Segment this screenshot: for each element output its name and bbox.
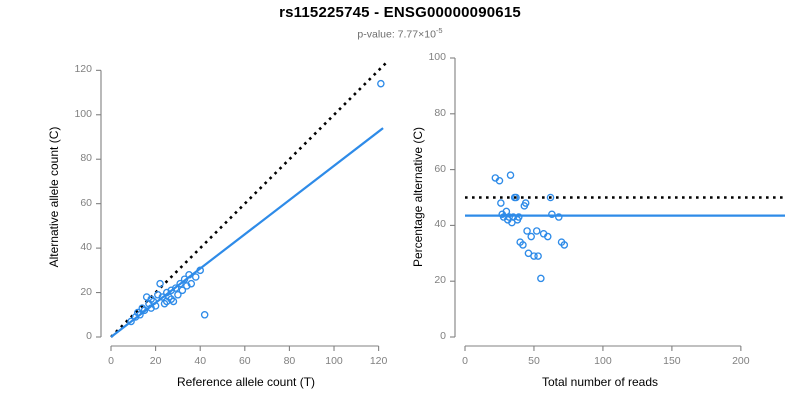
subtitle-pvalue-text: p-value: 7.77×10 [357,28,436,41]
x-tick-label: 120 [369,355,388,367]
scatter-point [165,293,173,301]
figure-title: rs115225745 - ENSG00000090615 [279,4,521,21]
y-tick-label: 0 [440,330,446,342]
plot-area-percentage-alternative [450,57,785,351]
scatter-point [174,291,182,299]
scatter-point [176,279,184,288]
scatter-point [527,232,535,241]
scatter-point [548,210,556,219]
x-tick-label: 50 [528,355,540,367]
scatter-point [133,308,142,317]
panel-allele-counts: Reference allele count (T) Alternative a… [47,60,389,389]
scatter-point [151,302,160,310]
scatter-point [532,227,541,235]
x-axis-title-left: Reference allele count (T) [176,375,316,389]
x-tick-label: 0 [108,355,114,367]
y-tick-label: 60 [80,196,92,209]
scatter-point [537,274,545,283]
y-tick-label: 100 [428,51,446,63]
scatter-point [169,297,178,306]
x-tick-label: 40 [194,355,207,367]
x-tick-label: 20 [149,355,162,367]
x-tick-label: 150 [663,355,681,367]
y-tick-label: 80 [434,106,446,119]
figure-subtitle: p-value: 7.77×10-5 [0,26,800,41]
x-tick-label: 200 [732,355,750,367]
scatter-point [546,193,555,202]
x-tick-label: 0 [462,355,468,367]
y-axis-title-right: Percentage alternative (C) [411,126,425,268]
scatter-point [187,279,196,288]
scatter-point [185,271,193,279]
scatter-point [495,176,504,185]
scatter-point [171,284,180,292]
scatter-point [530,252,538,260]
y-tick-label: 20 [80,285,92,298]
scatter-point [506,171,515,179]
scatter-point [196,266,204,275]
scatter-point [156,279,164,288]
x-axis-title-right: Total number of reads [541,375,659,389]
y-tick-label: 60 [434,162,446,175]
scatter-point [200,311,209,319]
subtitle-pvalue-exponent: -5 [435,26,443,35]
x-tick-label: 100 [594,355,612,367]
scatter-point [512,193,520,202]
scatter-point [523,227,531,235]
y-tick-label: 120 [74,63,92,76]
scatter-point [136,311,144,319]
scatter-point [555,213,563,221]
plot-area-allele-counts [96,60,389,351]
scatter-point [377,79,385,88]
x-tick-label: 60 [238,355,251,367]
scatter-point [560,241,569,249]
y-tick-label: 100 [74,107,92,120]
scatter-point [191,273,200,281]
scatter-point [515,213,523,221]
y-tick-label: 20 [434,274,446,287]
scatter-point [138,304,146,312]
scatter-point [160,299,169,308]
identity-line [110,60,389,338]
scatter-point [534,252,542,260]
panel-percentage-alternative: Total number of reads Percentage alterna… [400,0,800,400]
scatter-point [140,306,149,315]
scatter-point [519,241,527,249]
scatter-point [167,295,175,303]
x-tick-label: 80 [283,355,296,367]
scatter-point [521,199,530,207]
scatter-point [178,286,187,295]
scatter-point [543,232,552,241]
y-tick-label: 80 [80,152,92,165]
scatter-point [497,199,505,207]
scatter-point [127,317,135,326]
scatter-point [180,275,189,283]
y-tick-label: 0 [86,330,92,342]
y-tick-label: 40 [434,218,446,231]
scatter-point [147,295,155,303]
x-tick-label: 100 [325,355,343,367]
y-tick-label: 40 [80,241,92,254]
